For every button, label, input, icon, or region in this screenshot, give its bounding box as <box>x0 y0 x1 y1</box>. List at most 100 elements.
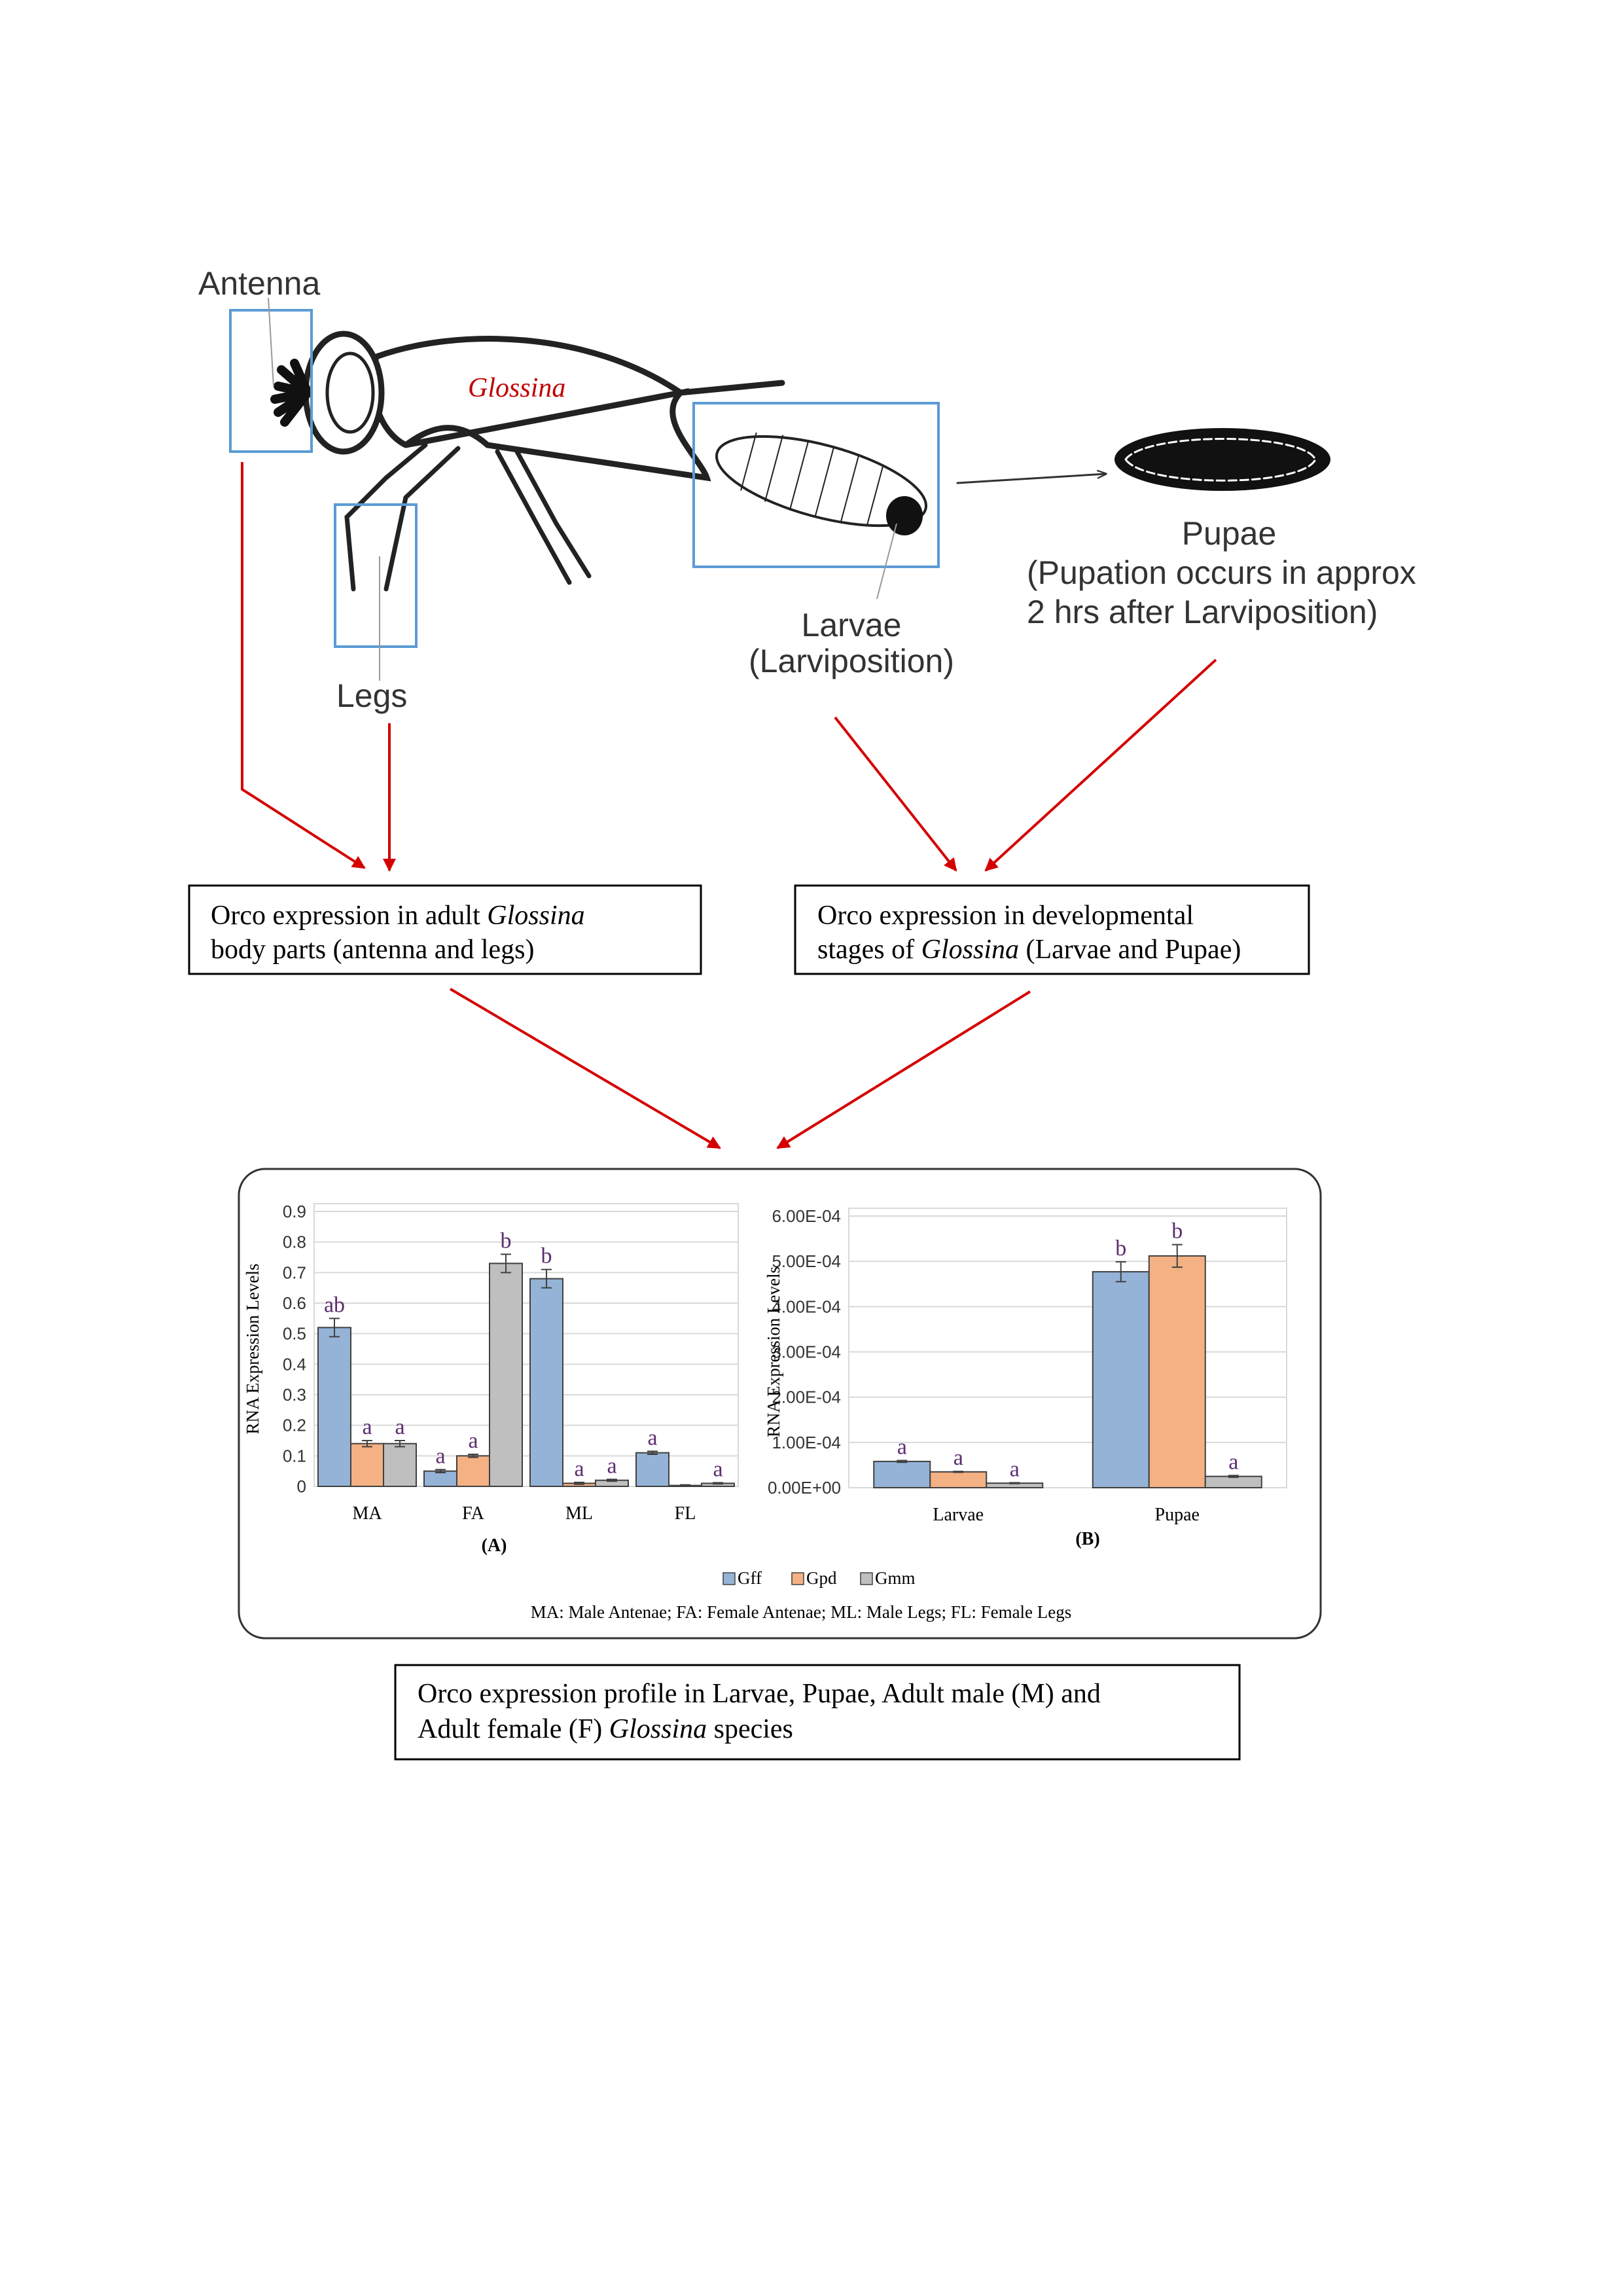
box-text-segment: Adult female (F) <box>418 1714 609 1744</box>
bar <box>489 1263 523 1488</box>
box-text: stages of Glossina (Larvae and Pupae) <box>817 935 1241 965</box>
bar <box>929 1471 988 1489</box>
box-text: Orco expression in adult Glossina <box>211 901 585 931</box>
x-tick-label: ML <box>565 1503 593 1524</box>
significance-letter: a <box>574 1457 584 1481</box>
significance-letter: a <box>954 1446 963 1470</box>
chart-title: (B) <box>1075 1529 1099 1549</box>
bar <box>635 1452 669 1488</box>
significance-letter: a <box>435 1444 445 1468</box>
box-text: Orco expression profile in Larvae, Pupae… <box>418 1679 1101 1709</box>
error-bar <box>953 1471 964 1473</box>
bar <box>529 1278 563 1487</box>
genus-label: Glossina <box>468 373 565 403</box>
y-tick-label: 0.2 <box>283 1416 306 1435</box>
plot-area <box>848 1208 1287 1488</box>
significance-letter: a <box>897 1435 907 1460</box>
y-tick-label: 6.00E-04 <box>772 1206 841 1226</box>
box-text-segment: Orco expression in adult <box>211 901 487 931</box>
bar <box>1204 1475 1262 1488</box>
bar <box>873 1460 931 1488</box>
y-tick-label: 0.3 <box>283 1385 306 1405</box>
y-tick-label: 0.7 <box>283 1263 306 1282</box>
x-tick-label: FL <box>675 1503 696 1524</box>
bar <box>350 1443 384 1488</box>
y-tick-label: 1.00E-04 <box>772 1433 841 1452</box>
bar <box>1092 1271 1150 1488</box>
significance-letter: a <box>395 1415 404 1439</box>
pupae-label: Pupae <box>1182 515 1277 552</box>
significance-letter: b <box>501 1229 512 1253</box>
significance-letter: a <box>607 1454 616 1478</box>
error-bar <box>329 1318 340 1338</box>
error-bar <box>395 1440 405 1448</box>
y-tick-label: 0.6 <box>283 1293 306 1313</box>
box-text-segment: (Larvae and Pupae) <box>1019 935 1241 965</box>
text-box <box>394 1664 1241 1761</box>
pupae-label: 2 hrs after Larviposition) <box>1027 594 1378 630</box>
chart-note: MA: Male Antenae; FA: Female Antenae; ML… <box>531 1602 1072 1622</box>
error-bar <box>680 1484 690 1487</box>
significance-letter: a <box>468 1429 478 1453</box>
pupae-label: (Pupation occurs in approx <box>1027 554 1416 591</box>
larvae-label: (Larviposition) <box>749 643 954 679</box>
significance-letter: a <box>1228 1450 1238 1474</box>
y-tick-label: 0.9 <box>283 1202 306 1221</box>
box-text-segment: stages of <box>817 935 921 965</box>
y-axis-label: RNA Expression Levels <box>243 1264 262 1435</box>
y-tick-label: 0 <box>297 1477 306 1496</box>
box-text-segment: species <box>707 1714 793 1744</box>
x-tick-label: MA <box>352 1503 382 1524</box>
box-text-segment: Orco expression profile in Larvae, Pupae… <box>418 1679 1101 1709</box>
chart-panel <box>238 1168 1322 1640</box>
y-tick-label: 0.4 <box>283 1354 306 1374</box>
error-bar <box>1228 1475 1239 1479</box>
bar <box>317 1327 351 1488</box>
bar <box>1148 1255 1206 1489</box>
legend-swatch <box>722 1572 736 1585</box>
x-tick-label: FA <box>462 1503 484 1524</box>
fly-drawing <box>270 331 1330 592</box>
box-text-segment: Glossina <box>609 1714 707 1744</box>
error-bar <box>897 1460 908 1463</box>
legend-label: Gpd <box>806 1568 837 1588</box>
significance-letter: a <box>1010 1457 1020 1481</box>
y-tick-label: 0.00E+00 <box>768 1478 841 1498</box>
chart-title: (A) <box>482 1535 507 1556</box>
box-text-segment: Glossina <box>487 901 584 931</box>
legend-swatch <box>791 1572 804 1585</box>
box-text-segment: Glossina <box>921 935 1019 965</box>
legs-label: Legs <box>336 677 407 714</box>
error-bar <box>435 1469 446 1473</box>
y-tick-label: 2.00E-04 <box>772 1388 841 1407</box>
box-text: Orco expression in developmental <box>817 901 1194 931</box>
significance-letter: b <box>1171 1219 1183 1244</box>
error-bar <box>541 1268 552 1289</box>
error-bar <box>607 1479 617 1482</box>
frames <box>229 309 940 648</box>
error-bar <box>362 1440 372 1448</box>
arrows <box>241 462 1217 1149</box>
y-axis-label: RNA Expression Levels <box>764 1266 783 1437</box>
y-tick-label: 4.00E-04 <box>772 1297 841 1316</box>
legend-swatch <box>860 1572 873 1585</box>
legend-label: Gff <box>738 1568 762 1588</box>
text-box <box>188 884 702 975</box>
box-text-segment: Orco expression in developmental <box>817 901 1194 931</box>
significance-letter: a <box>713 1457 722 1481</box>
significance-letter: b <box>1115 1236 1126 1261</box>
text-box <box>794 884 1310 975</box>
error-bar <box>1171 1244 1183 1268</box>
box-text-segment: body parts (antenna and legs) <box>211 935 535 965</box>
y-tick-label: 5.00E-04 <box>772 1251 841 1271</box>
error-bar <box>713 1482 723 1485</box>
leader-lines <box>268 297 897 681</box>
bar <box>456 1455 490 1487</box>
error-bar <box>468 1454 478 1458</box>
bar <box>383 1443 417 1488</box>
y-tick-label: 0.1 <box>283 1446 306 1465</box>
significance-letter: ab <box>324 1293 345 1317</box>
y-tick-label: 0.8 <box>283 1232 306 1252</box>
error-bar <box>574 1481 584 1485</box>
legend-label: Gmm <box>875 1568 916 1588</box>
